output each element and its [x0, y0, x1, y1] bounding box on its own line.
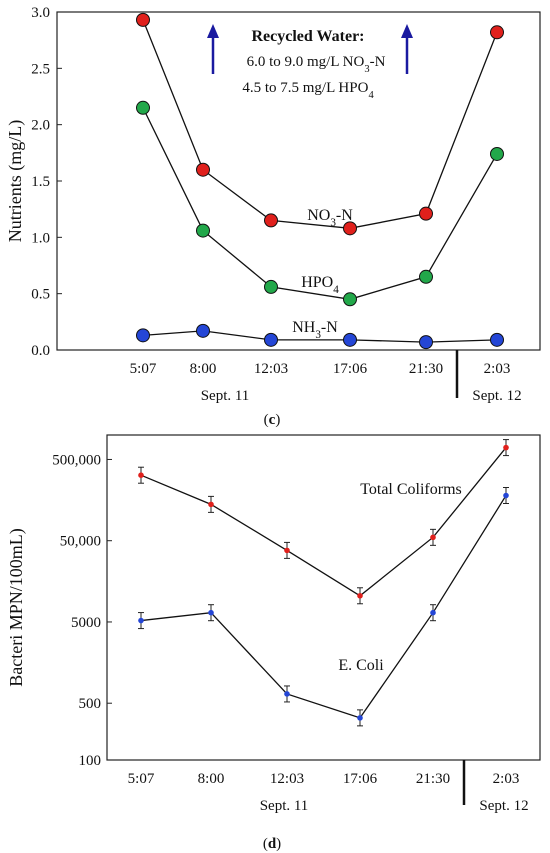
- x-tick-label: 12:03: [254, 361, 288, 377]
- data-point: [264, 213, 278, 228]
- bacteria-chart: 100 500 5000 50,000 500,000 5:07 8:00 12:03 17:0…: [6, 434, 541, 852]
- x-tick-label: 2:03: [484, 361, 511, 377]
- series-line-nh3-n: [142, 330, 498, 343]
- series-label: NO3-N: [307, 207, 353, 229]
- series-label: E. Coli: [338, 657, 384, 674]
- x-tick-label: 21:30: [409, 361, 443, 377]
- data-point: [430, 534, 436, 541]
- date-label-sept-12: Sept. 12: [472, 388, 521, 404]
- annotation-title: Recycled Water:: [252, 28, 365, 45]
- y-axis-label: Nutrients (mg/L): [5, 120, 26, 242]
- y-tick-label: 5000: [71, 615, 101, 631]
- data-point: [196, 323, 210, 338]
- x-tick-label: 8:00: [190, 361, 217, 377]
- data-point: [208, 609, 214, 616]
- y-axis-label: Bacteri MPN/100mL): [6, 528, 27, 686]
- data-point: [357, 715, 363, 721]
- data-point: [357, 592, 363, 599]
- data-point: [343, 332, 357, 347]
- series-label: HPO4: [301, 274, 339, 296]
- nutrients-chart: 0.0 0.5 1.0 1.5 2.0 2.5 3.0 5:07 8:00 12:03 17:06 2…: [5, 5, 541, 428]
- x-tick-label: 5:07: [130, 361, 157, 377]
- annotation-hpo4-range: 4.5 to 7.5 mg/L HPO4: [242, 80, 374, 101]
- data-point: [490, 146, 504, 161]
- y-tick-label: 0.0: [31, 343, 50, 359]
- data-point: [208, 501, 214, 508]
- x-tick-label: 8:00: [198, 771, 225, 787]
- y-tick-label: 500: [79, 696, 102, 712]
- panel-label-d: (d): [263, 836, 281, 852]
- data-point: [264, 279, 278, 294]
- annotation-no3-range: 6.0 to 9.0 mg/L NO3-N: [247, 54, 386, 75]
- data-point: [284, 691, 290, 697]
- data-point: [419, 335, 433, 350]
- series-line-hpo4: [142, 107, 498, 300]
- x-tick-label: 17:06: [343, 771, 378, 787]
- x-tick-label: 17:06: [333, 361, 368, 377]
- data-point: [419, 206, 433, 221]
- y-tick-label: 2.5: [31, 61, 50, 77]
- data-point: [419, 269, 433, 284]
- bacteria-chart-panel: 100 500 5000 50,000 500,000 5:07 8:00 12:03 17:0…: [0, 430, 550, 853]
- series-line-total-coliforms: [140, 447, 507, 597]
- data-point: [343, 292, 357, 307]
- y-tick-label: 0.5: [31, 287, 50, 303]
- data-point: [136, 328, 150, 343]
- data-point: [430, 609, 436, 616]
- data-point: [196, 162, 210, 177]
- data-point: [196, 223, 210, 238]
- date-label-sept-11: Sept. 11: [201, 388, 250, 404]
- series-label: Total Coliforms: [360, 481, 462, 498]
- y-tick-label: 1.0: [31, 230, 50, 246]
- plot-frame: [106, 434, 541, 761]
- x-tick-label: 2:03: [493, 771, 520, 787]
- series-line-no3-n: [142, 19, 498, 229]
- x-tick-label: 12:03: [270, 771, 304, 787]
- y-tick-label: 500,000: [52, 452, 101, 468]
- x-tick-label: 21:30: [416, 771, 450, 787]
- data-point: [343, 221, 357, 236]
- panel-label-c: (c): [264, 412, 281, 428]
- data-point: [490, 332, 504, 347]
- data-point: [138, 472, 144, 479]
- nutrients-chart-panel: 0.0 0.5 1.0 1.5 2.0 2.5 3.0 5:07 8:00 12:03 17:06 2…: [5, 5, 541, 428]
- y-tick-label: 1.5: [31, 174, 50, 190]
- date-label-sept-11: Sept. 11: [260, 798, 309, 814]
- data-point: [264, 332, 278, 347]
- y-tick-label: 100: [79, 753, 102, 769]
- up-arrow-icon: [207, 24, 219, 38]
- data-point: [136, 12, 150, 27]
- up-arrow-icon: [401, 24, 413, 38]
- data-point: [490, 25, 504, 40]
- y-tick-label: 3.0: [31, 5, 50, 21]
- data-point: [284, 547, 290, 554]
- series-label: NH3-N: [292, 319, 338, 341]
- data-point: [503, 492, 509, 499]
- date-label-sept-12: Sept. 12: [479, 798, 528, 814]
- data-point: [138, 617, 144, 624]
- series-line-e-coli: [140, 495, 507, 719]
- data-point: [136, 100, 150, 115]
- y-tick-label: 2.0: [31, 118, 50, 134]
- data-point: [503, 444, 509, 451]
- y-tick-label: 50,000: [60, 534, 101, 550]
- x-tick-label: 5:07: [128, 771, 155, 787]
